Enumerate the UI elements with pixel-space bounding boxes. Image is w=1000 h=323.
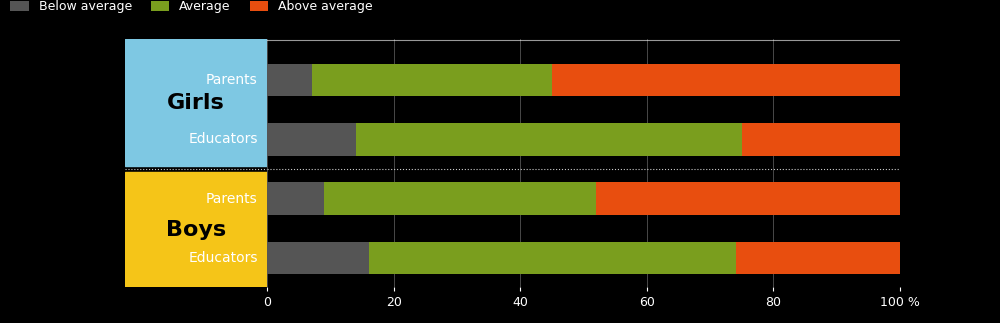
Bar bbox=[369, 242, 736, 274]
Bar bbox=[736, 242, 900, 274]
Bar bbox=[356, 123, 742, 156]
Bar bbox=[267, 242, 369, 274]
Text: Boys: Boys bbox=[166, 220, 226, 240]
Bar bbox=[312, 64, 552, 97]
Bar bbox=[267, 182, 324, 215]
Text: Girls: Girls bbox=[167, 93, 225, 113]
Text: Parents: Parents bbox=[206, 192, 258, 206]
Legend: Below average, Average, Above average: Below average, Average, Above average bbox=[10, 0, 373, 13]
Text: Parents: Parents bbox=[206, 73, 258, 87]
Text: Educators: Educators bbox=[188, 251, 258, 265]
Bar bbox=[125, 39, 267, 166]
Bar bbox=[324, 182, 596, 215]
Bar bbox=[267, 64, 312, 97]
Bar bbox=[125, 172, 267, 287]
Bar bbox=[596, 182, 900, 215]
Bar bbox=[742, 123, 900, 156]
Bar bbox=[552, 64, 900, 97]
Bar bbox=[267, 123, 356, 156]
Text: Educators: Educators bbox=[188, 132, 258, 146]
